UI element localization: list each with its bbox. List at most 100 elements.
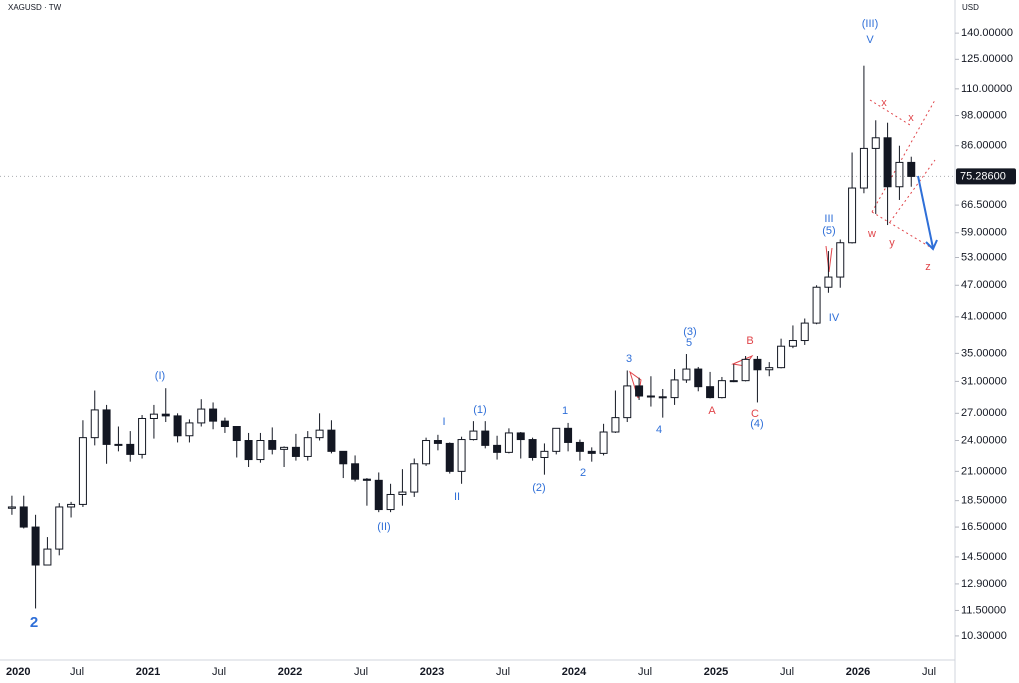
- wave-label: 1: [562, 405, 568, 417]
- wave-label: A: [708, 405, 716, 417]
- x-tick-label: Jul: [638, 666, 652, 678]
- candle-body: [682, 368, 691, 381]
- candle-body: [564, 427, 573, 443]
- wave-label: (1): [473, 404, 486, 416]
- candle-body: [445, 442, 454, 472]
- candle-body: [185, 422, 194, 437]
- candle-body: [433, 440, 442, 444]
- candle-body: [161, 413, 170, 417]
- x-tick-label: 2023: [420, 666, 444, 678]
- candle-body: [220, 420, 229, 428]
- candle-body: [587, 450, 596, 454]
- y-tick-label: 31.00000: [961, 375, 1007, 387]
- candle-body: [800, 322, 809, 342]
- candle-body: [753, 358, 762, 371]
- y-tick-label: 24.00000: [961, 434, 1007, 446]
- y-tick-label: 66.50000: [961, 199, 1007, 211]
- candle-body: [670, 379, 679, 399]
- candle-body: [694, 368, 703, 388]
- candle-body: [31, 526, 40, 566]
- candle-body: [706, 386, 715, 399]
- last-price-box: [956, 168, 1016, 185]
- candle-body: [540, 450, 549, 458]
- candle-body: [55, 506, 64, 550]
- candle-body: [114, 443, 123, 446]
- wave-label: (5): [822, 225, 835, 237]
- candle-body: [102, 409, 111, 445]
- candle-body: [268, 440, 277, 450]
- candle-body: [646, 395, 655, 398]
- candle-body: [516, 432, 525, 441]
- candle-body: [90, 409, 99, 439]
- candle-body: [765, 367, 774, 371]
- candle-body: [469, 430, 478, 441]
- candle-body: [67, 503, 76, 508]
- x-tick-label: 2026: [846, 666, 870, 678]
- wave-label: IV: [829, 312, 840, 324]
- triangle-drawing: [825, 245, 833, 273]
- candle-body: [315, 429, 324, 439]
- x-tick-label: Jul: [70, 666, 84, 678]
- wave-label: x: [908, 112, 914, 124]
- candle-body: [859, 147, 868, 189]
- x-tick-label: Jul: [496, 666, 510, 678]
- candle-body: [173, 415, 182, 437]
- candle-body: [658, 396, 667, 399]
- y-tick-label: 86.00000: [961, 140, 1007, 152]
- candle-body: [362, 478, 371, 481]
- candle-body: [729, 380, 738, 383]
- candle-body: [197, 408, 206, 424]
- candle-body: [126, 443, 135, 455]
- wave-label: 2: [30, 614, 38, 631]
- candle-body: [398, 491, 407, 495]
- wave-label: II: [454, 491, 460, 503]
- wave-label: (II): [377, 521, 390, 533]
- wave-label: I: [442, 416, 445, 428]
- candle-body: [138, 417, 147, 455]
- y-tick-label: 47.00000: [961, 279, 1007, 291]
- y-tick-label: 10.30000: [961, 630, 1007, 642]
- candle-body: [339, 450, 348, 465]
- candle-body: [149, 413, 158, 419]
- candle-body: [410, 463, 419, 493]
- y-tick-label: 98.00000: [961, 109, 1007, 121]
- candle-body: [19, 506, 28, 528]
- candle-body: [599, 431, 608, 454]
- y-tick-label: 18.50000: [961, 495, 1007, 507]
- y-tick-label: 27.00000: [961, 407, 1007, 419]
- y-tick-label: 35.00000: [961, 347, 1007, 359]
- candle-body: [244, 440, 253, 461]
- candle-body: [351, 463, 360, 480]
- candle-body: [493, 444, 502, 453]
- currency-label: USD: [962, 3, 979, 12]
- wave-label: 4: [656, 424, 662, 436]
- y-tick-label: 16.50000: [961, 521, 1007, 533]
- candle-body: [836, 242, 845, 278]
- wave-label: 3: [626, 353, 632, 365]
- candle-body: [741, 358, 750, 382]
- candle-body: [777, 345, 786, 369]
- candle-body: [457, 439, 466, 472]
- candle-body: [256, 440, 265, 461]
- candle-body: [871, 137, 880, 149]
- channel-line: [871, 99, 936, 213]
- x-tick-label: 2024: [562, 666, 587, 678]
- x-tick-label: 2022: [278, 666, 302, 678]
- candle-body: [78, 437, 87, 505]
- y-tick-label: 53.00000: [961, 251, 1007, 263]
- candle-body: [788, 340, 797, 347]
- candle-body: [552, 427, 561, 452]
- wave-label: x: [881, 97, 887, 109]
- candle-body: [43, 548, 52, 566]
- candle-body: [481, 430, 490, 446]
- candle-body: [575, 441, 584, 452]
- x-tick-label: Jul: [212, 666, 226, 678]
- candle-body: [232, 426, 241, 442]
- candles: [7, 65, 916, 609]
- candle-body: [883, 137, 892, 188]
- candle-body: [280, 446, 289, 450]
- x-tick-label: 2021: [136, 666, 160, 678]
